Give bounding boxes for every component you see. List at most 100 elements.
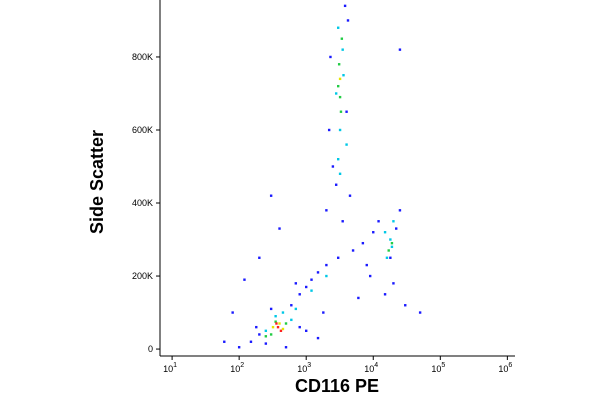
point [331, 165, 335, 168]
point [284, 322, 288, 325]
point [377, 220, 380, 223]
point [310, 278, 313, 281]
point [336, 84, 340, 88]
point [340, 37, 344, 40]
point [341, 220, 344, 223]
point [336, 157, 340, 161]
point [284, 346, 288, 349]
point [264, 335, 268, 338]
point [392, 220, 395, 223]
point [325, 209, 328, 212]
point [357, 296, 360, 300]
point [298, 293, 301, 296]
point [274, 320, 277, 323]
point [278, 227, 281, 230]
point [398, 209, 402, 212]
point [336, 256, 340, 259]
point [334, 183, 338, 186]
point [269, 333, 273, 336]
point [368, 274, 372, 278]
point [395, 227, 398, 230]
point [249, 340, 253, 343]
point [281, 327, 285, 331]
point [398, 48, 402, 51]
point [338, 172, 342, 176]
point [269, 307, 273, 311]
point [329, 55, 332, 59]
x-tick-base: 10 [163, 364, 173, 374]
point [348, 194, 352, 197]
point [341, 48, 344, 51]
x-tick-base: 10 [364, 364, 374, 374]
y-axis-title: Side Scatter [87, 130, 107, 234]
point [390, 241, 394, 245]
point [281, 311, 285, 314]
x-tick-label: 106 [498, 362, 512, 374]
point [298, 325, 301, 329]
point [269, 194, 273, 197]
point [237, 346, 241, 349]
point [404, 304, 407, 307]
point [243, 278, 246, 281]
point [334, 92, 338, 95]
point [264, 329, 268, 333]
y-tick-label: 200K [132, 271, 153, 281]
x-tick-base: 10 [297, 364, 307, 374]
x-tick-base: 10 [498, 364, 508, 374]
x-tick-exponent: 4 [374, 362, 378, 369]
point [305, 329, 308, 333]
point [276, 325, 280, 329]
point [327, 128, 331, 132]
point [392, 282, 395, 285]
point [351, 249, 355, 252]
x-axis-title: CD116 PE [295, 376, 379, 396]
point [275, 322, 278, 325]
point [258, 333, 261, 336]
point [345, 143, 348, 146]
point [338, 77, 342, 81]
point [389, 256, 392, 259]
point [337, 63, 341, 66]
point [278, 322, 281, 325]
point [390, 245, 394, 249]
point [385, 256, 389, 259]
point [255, 325, 258, 329]
point [338, 128, 342, 132]
point [325, 274, 328, 278]
point [343, 4, 347, 8]
point [290, 304, 293, 307]
point [322, 311, 325, 314]
x-tick-exponent: 2 [240, 362, 244, 369]
point [316, 336, 320, 340]
point [338, 95, 342, 99]
point [258, 256, 261, 259]
point [294, 282, 298, 285]
x-tick-exponent: 3 [307, 362, 311, 369]
point [336, 26, 340, 29]
x-tick-exponent: 1 [173, 362, 177, 369]
point [342, 74, 345, 77]
point [389, 238, 392, 241]
point [294, 307, 298, 311]
point [325, 263, 328, 267]
x-tick-label: 105 [431, 362, 445, 374]
point [310, 289, 313, 292]
point [279, 329, 283, 333]
x-tick-label: 103 [297, 362, 311, 374]
x-tick-label: 102 [230, 362, 244, 374]
point [372, 231, 375, 234]
point [346, 19, 350, 22]
point [339, 110, 343, 113]
point [383, 293, 387, 296]
y-tick-label: 800K [132, 52, 153, 62]
point [383, 231, 387, 234]
y-tick-label: 400K [132, 198, 153, 208]
x-tick-label: 104 [364, 362, 378, 374]
y-tick-label: 600K [132, 125, 153, 135]
point [316, 271, 320, 274]
point [264, 342, 268, 345]
point [387, 249, 390, 252]
point [345, 110, 348, 113]
